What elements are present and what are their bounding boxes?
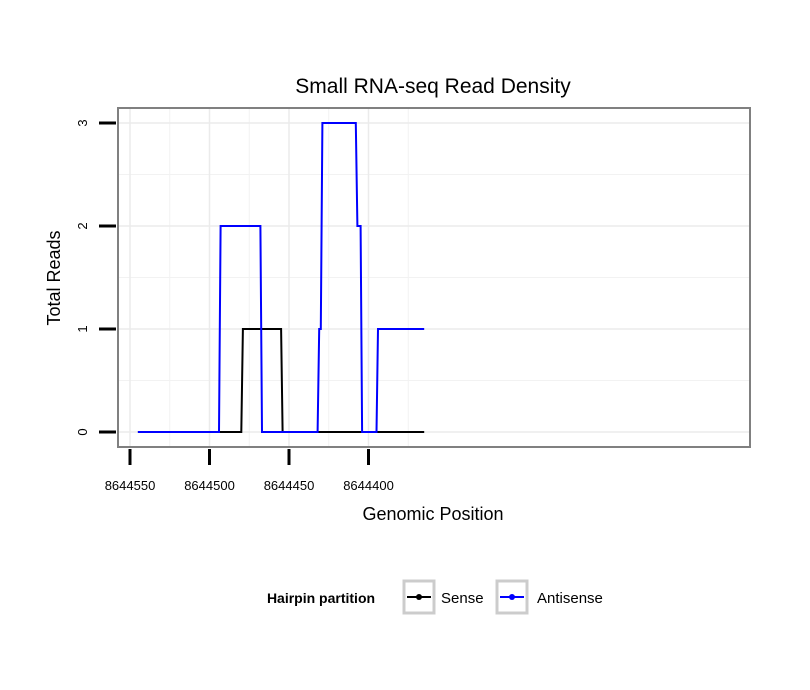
x-tick-label: 8644400 xyxy=(343,478,394,493)
x-tick-label: 8644550 xyxy=(105,478,156,493)
legend-item-sense: Sense xyxy=(402,579,484,615)
x-axis: 8644550 8644500 8644450 8644400 xyxy=(105,449,394,493)
chart-title: Small RNA-seq Read Density xyxy=(295,75,571,98)
y-axis: 0 1 2 3 xyxy=(75,119,116,436)
legend-item-antisense: Antisense xyxy=(495,579,603,615)
y-tick-label: 3 xyxy=(75,119,90,126)
series-layer xyxy=(137,122,425,433)
legend-key-antisense-point xyxy=(509,594,515,600)
x-axis-label: Genomic Position xyxy=(362,504,503,524)
series-line-antisense xyxy=(137,122,425,433)
legend-key-sense-point xyxy=(416,594,422,600)
legend-label-antisense: Antisense xyxy=(537,590,603,607)
x-tick-label: 8644450 xyxy=(264,478,315,493)
y-tick-label: 0 xyxy=(75,428,90,435)
y-axis-label: Total Reads xyxy=(44,230,64,325)
legend-label-sense: Sense xyxy=(441,590,484,607)
x-tick-label: 8644500 xyxy=(184,478,235,493)
legend: Hairpin partition Sense Antisense xyxy=(267,579,603,615)
y-tick-label: 2 xyxy=(75,222,90,229)
y-tick-label: 1 xyxy=(75,325,90,332)
legend-title: Hairpin partition xyxy=(267,590,375,606)
